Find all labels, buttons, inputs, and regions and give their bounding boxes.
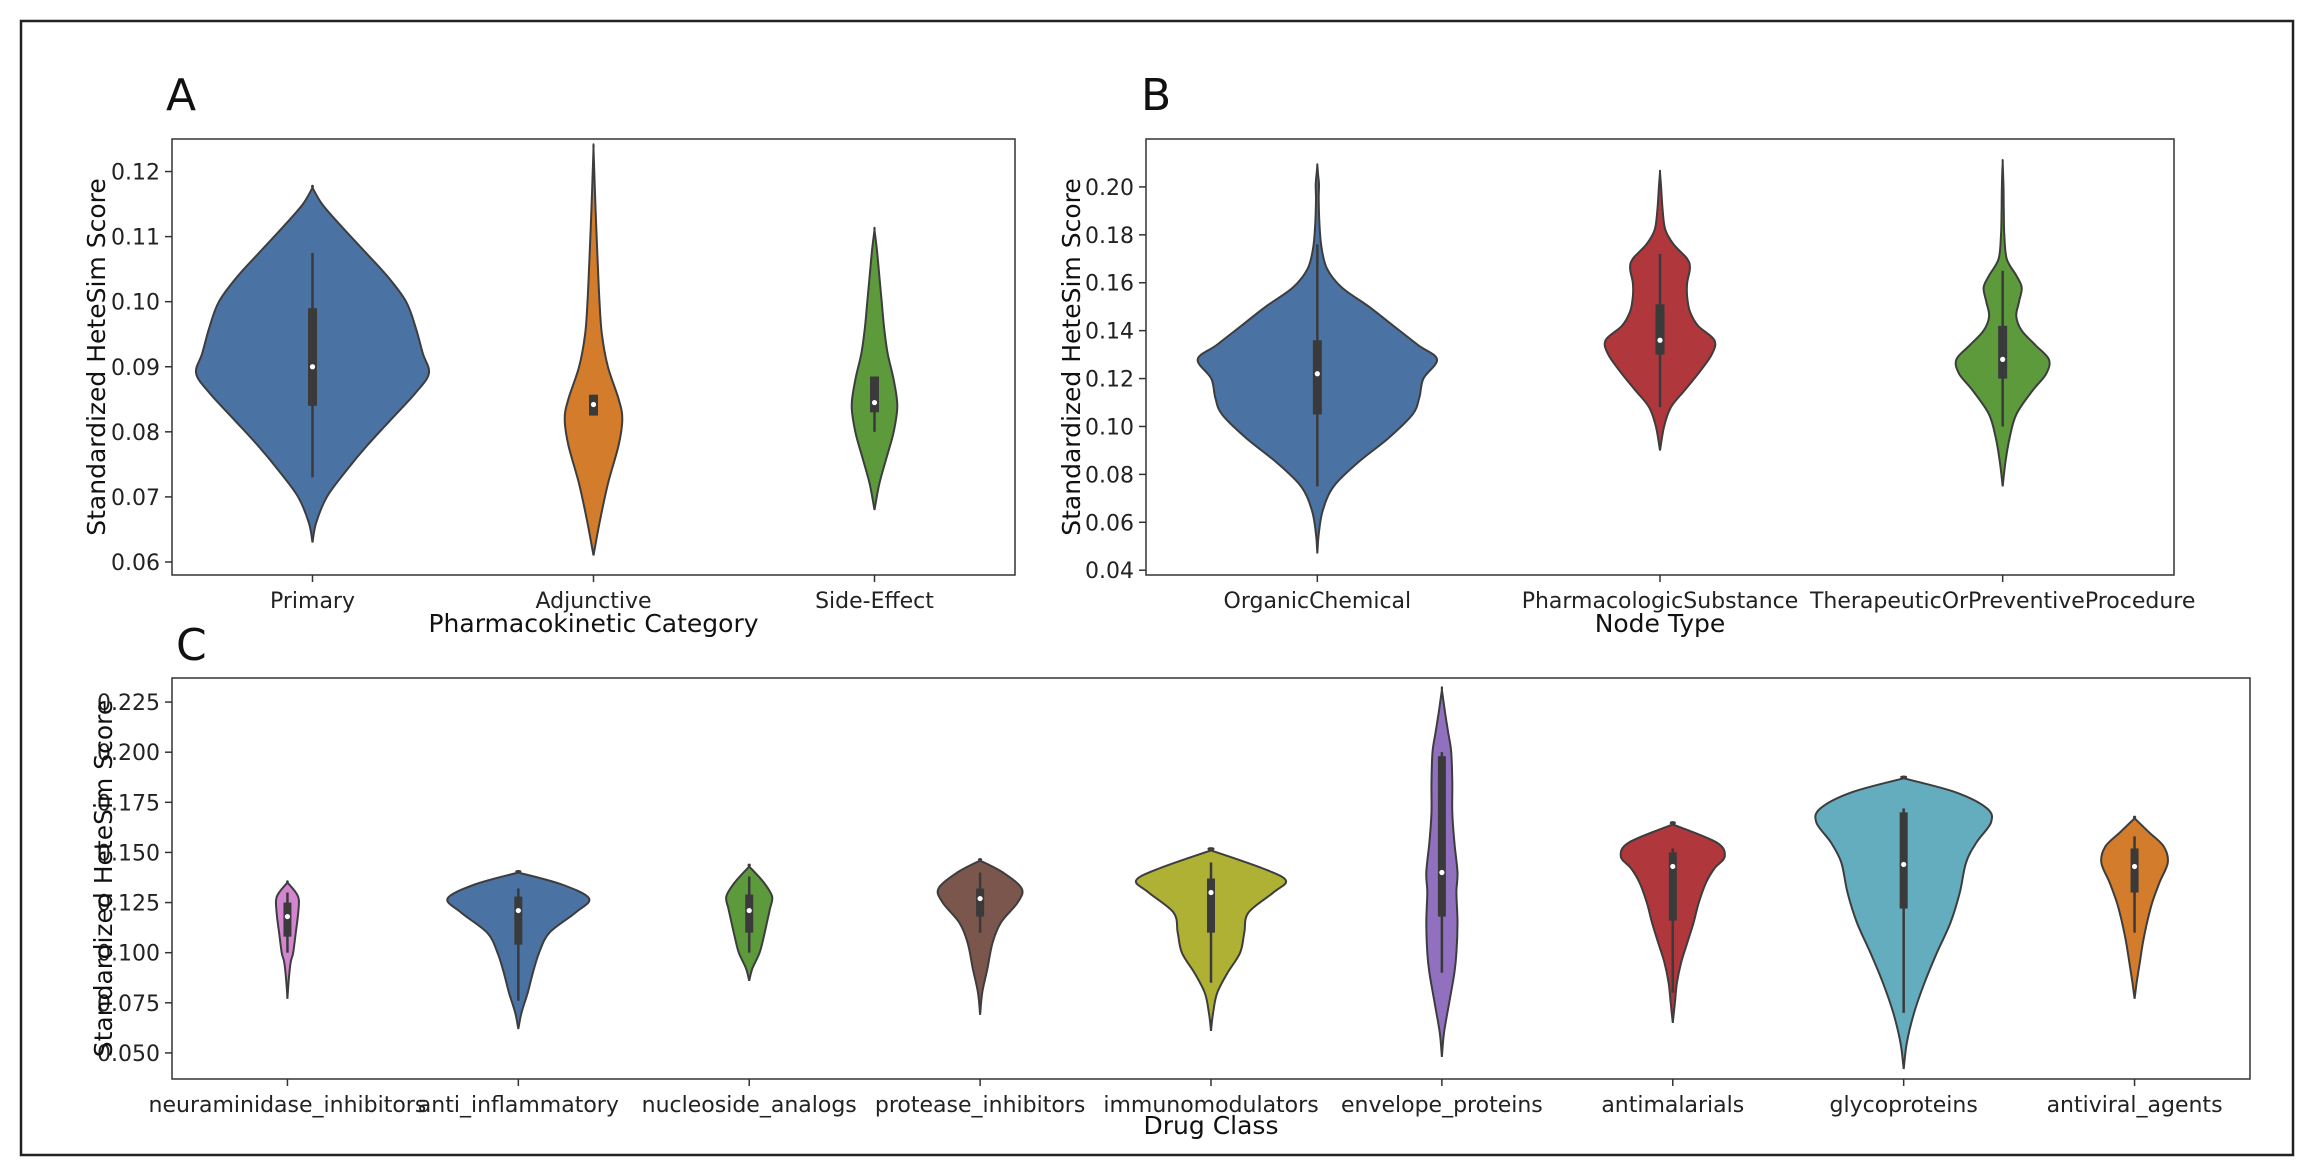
violin-median-dot: [1657, 337, 1663, 343]
violin-median-dot: [515, 907, 521, 914]
panel-letter-b: B: [1141, 70, 1171, 121]
y-tick-label: 0.12: [1085, 368, 1134, 393]
y-tick-label: 0.06: [111, 551, 160, 576]
panel-c-violin-chart: 0.050 0.075 0.100 0.125 0.150 0.175 0.200 0.225…: [89, 677, 2251, 1140]
violin-median-dot: [977, 895, 983, 902]
violin-iqr-box: [283, 902, 292, 937]
x-tick-label: envelope_proteins: [1341, 1093, 1543, 1118]
violin-median-dot: [1439, 869, 1445, 876]
x-tick-label: antimalarials: [1601, 1093, 1744, 1118]
figure-border: [19, 19, 2295, 1157]
violin-median-dot: [1901, 861, 1907, 868]
violin-iqr-box: [308, 308, 317, 406]
y-tick-label: 0.075: [97, 992, 160, 1017]
violin-iqr-box: [1655, 304, 1665, 355]
violin-iqr-box: [1899, 812, 1908, 909]
y-tick-label: 0.04: [1085, 559, 1134, 584]
panel-b-violin-chart: 0.04 0.06 0.08 0.10 0.12 0.14 0.16 0.18 0.20 Orga…: [1057, 138, 2195, 638]
y-tick-label: 0.175: [97, 791, 160, 816]
y-tick-label: 0.08: [1085, 463, 1134, 488]
x-tick-label: antiviral_agents: [2047, 1093, 2223, 1118]
y-tick-label: 0.10: [111, 291, 160, 316]
y-axis-label: Standardized HeteSim Score: [1057, 178, 1086, 536]
x-tick-label: immunomodulators: [1103, 1093, 1318, 1118]
y-tick-label: 0.10: [1085, 415, 1134, 440]
violin-iqr-box: [1668, 852, 1677, 921]
y-tick-label: 0.08: [111, 421, 160, 446]
x-axis-label: Node Type: [1595, 609, 1726, 638]
violin-median-dot: [284, 913, 291, 920]
violin-Adjunctive: [563, 143, 624, 556]
violin-median-dot: [871, 399, 878, 406]
violin-iqr-box: [1437, 756, 1446, 917]
y-axis-label: Standardized HeteSim Score: [82, 178, 111, 536]
panel-letter-a: A: [166, 70, 196, 121]
x-tick-label: TherapeuticOrPreventiveProcedure: [1809, 589, 2195, 614]
violin-iqr-box: [1207, 878, 1215, 933]
x-tick-label: Side-Effect: [815, 589, 934, 614]
x-axis-label: Pharmacokinetic Category: [428, 609, 758, 638]
violin-median-dot: [1314, 371, 1320, 377]
y-tick-label: 0.100: [97, 942, 160, 967]
violin-iqr-box: [514, 896, 523, 945]
violin-Side-Effect: [850, 226, 899, 511]
violin-iqr-box: [1312, 340, 1322, 415]
x-tick-label: anti_inflammatory: [418, 1093, 619, 1118]
violin-iqr-box: [870, 376, 879, 413]
panel-letter-c: C: [176, 620, 207, 671]
y-tick-label: 0.07: [111, 486, 160, 511]
y-tick-label: 0.200: [97, 741, 160, 766]
y-tick-label: 0.125: [97, 892, 160, 917]
y-tick-label: 0.11: [111, 226, 160, 251]
y-tick-label: 0.06: [1085, 511, 1134, 536]
x-tick-label: glycoproteins: [1830, 1093, 1978, 1118]
y-tick-label: 0.20: [1085, 176, 1134, 201]
x-axis-label: Drug Class: [1144, 1111, 1279, 1140]
violin-median-dot: [1670, 863, 1676, 870]
x-tick-label: protease_inhibitors: [875, 1093, 1085, 1118]
x-tick-label: neuraminidase_inhibitors: [149, 1093, 427, 1118]
x-tick-label: OrganicChemical: [1224, 589, 1412, 614]
panel-a-violin-chart: 0.06 0.07 0.08 0.09 0.10 0.11 0.12 Primary Adjun…: [82, 138, 1016, 638]
violin-median-dot: [309, 364, 316, 370]
y-tick-label: 0.225: [97, 691, 160, 716]
x-tick-label: nucleoside_analogs: [642, 1093, 857, 1118]
y-axis-label: Standardized HeteSim Score: [89, 700, 118, 1058]
violin-median-dot: [2131, 863, 2138, 870]
violin-iqr-box: [745, 894, 754, 933]
violin-median-dot: [2000, 356, 2006, 362]
y-tick-label: 0.18: [1085, 224, 1134, 249]
y-tick-label: 0.09: [111, 356, 160, 381]
x-tick-label: Adjunctive: [535, 589, 651, 614]
x-tick-label: PharmacologicSubstance: [1522, 589, 1799, 614]
violin-protease_inhibitors: [936, 858, 1024, 1015]
y-tick-label: 0.150: [97, 841, 160, 866]
violin-iqr-box: [976, 888, 985, 917]
violin-median-dot: [590, 401, 597, 408]
violin-median-dot: [746, 907, 752, 914]
y-tick-label: 0.12: [111, 161, 160, 186]
violin-iqr-box: [2130, 848, 2139, 893]
x-tick-label: Primary: [270, 589, 355, 614]
y-tick-label: 0.050: [97, 1042, 160, 1067]
violin-iqr-box: [1998, 325, 2008, 379]
y-tick-label: 0.14: [1085, 320, 1134, 345]
y-tick-label: 0.16: [1085, 272, 1134, 297]
violin-median-dot: [1208, 889, 1214, 896]
